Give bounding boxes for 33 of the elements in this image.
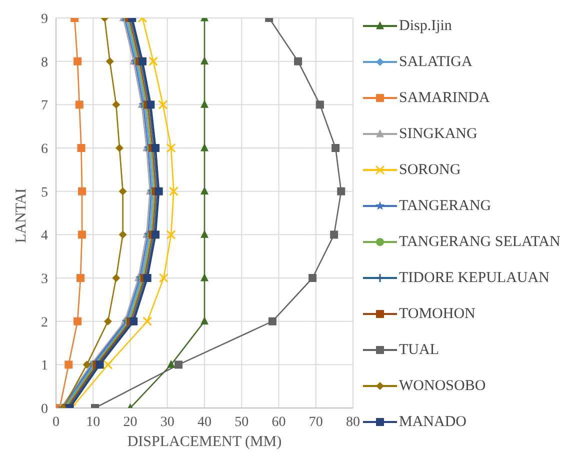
x-axis-title: DISPLACEMENT (MM) [127,434,282,450]
x-tick-label: 60 [272,414,286,430]
legend-label: SINGKANG [399,126,478,142]
x-tick-label: 0 [52,414,60,430]
x-tick-label: 20 [123,414,138,430]
y-tick-label: 3 [41,272,48,287]
legend-label: SALATIGA [399,54,472,70]
x-tick-label: 40 [198,414,212,430]
legend-label: WONOSOBO [399,378,486,394]
y-tick-label: 1 [41,358,48,374]
y-tick-label: 7 [41,98,48,114]
y-tick-label: 0 [41,402,48,417]
y-tick-label: 5 [41,185,48,200]
legend-label: SAMARINDA [399,90,490,106]
y-tick-label: 8 [41,55,48,70]
x-tick-label: 30 [160,414,174,430]
legend-label: TOMOHON [399,306,476,322]
legend-label: TUAL [399,342,439,358]
x-tick-label: 50 [234,414,249,430]
x-tick-label: 80 [346,414,360,430]
y-tick-label: 6 [41,142,48,157]
y-tick-label: 4 [41,228,48,244]
x-tick-label: 10 [86,414,100,430]
legend-label: TANGERANG SELATAN [399,234,560,250]
y-tick-label: 9 [41,12,48,27]
legend-label: TANGERANG [399,198,492,214]
legend-label: SORONG [399,162,461,178]
y-tick-label: 2 [41,315,48,330]
legend-label: Disp.Ijin [399,18,452,34]
legend-label: TIDORE KEPULAUAN [399,270,550,286]
legend-label: MANADO [399,414,466,430]
x-tick-label: 70 [308,414,323,430]
y-axis-title: LANTAI [13,188,30,243]
